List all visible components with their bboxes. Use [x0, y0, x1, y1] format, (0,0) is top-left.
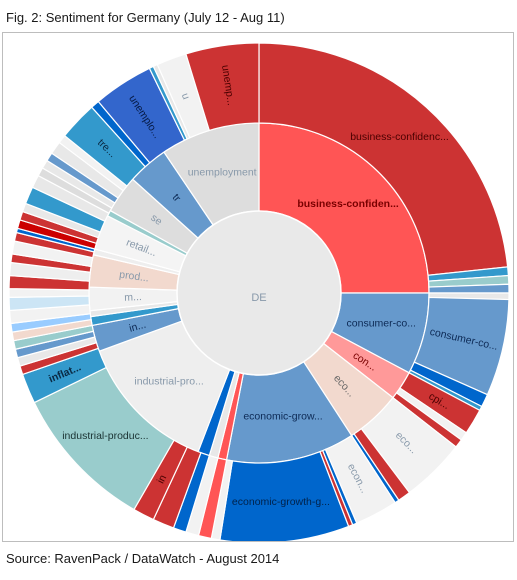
ring2-label: u: [179, 91, 192, 101]
center-hub: [176, 210, 342, 376]
ring1-label: unemployment: [188, 167, 257, 179]
ring1-label: consumer-co...: [347, 317, 416, 329]
ring1-label: m...: [124, 291, 142, 304]
ring2-segment: [258, 42, 509, 276]
source-note: Source: RavenPack / DataWatch - August 2…: [6, 551, 280, 566]
chart-frame: business-confiden... consumer-co... con...…: [2, 32, 514, 542]
ring2-segment: [185, 42, 260, 132]
ring1-label: business-confiden...: [297, 198, 399, 210]
ring-layer: [8, 42, 510, 541]
ring1-label: economic-grow...: [243, 411, 322, 423]
ring1-label: prod...: [119, 269, 150, 285]
center-label: DE: [251, 292, 266, 304]
figure-title: Fig. 2: Sentiment for Germany (July 12 -…: [6, 10, 285, 25]
ring2-label: industrial-produc...: [62, 430, 148, 442]
ring2-label: economic-growth-g...: [232, 496, 330, 508]
ring2-label: business-confidenc...: [350, 131, 449, 143]
sunburst-chart: business-confiden...consumer-co...con...…: [8, 42, 510, 541]
ring1-label: industrial-pro...: [134, 375, 203, 387]
ring2-label: unemp...: [219, 64, 237, 106]
ring1-label: in...: [128, 319, 148, 335]
